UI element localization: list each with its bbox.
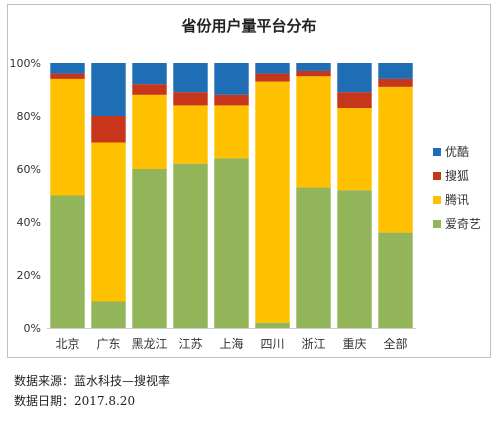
data-date-text: 数据日期：2017.8.20 (14, 394, 136, 408)
bar-segment (255, 81, 290, 323)
bar-segment (132, 94, 167, 169)
data-source-text: 数据来源：蓝水科技—搜视率 (14, 374, 171, 388)
x-tick-label: 浙江 (301, 337, 325, 351)
x-tick-label: 上海 (219, 336, 243, 351)
bar-segment (50, 63, 85, 74)
legend-swatch (433, 148, 441, 156)
bar-segment (296, 187, 331, 328)
bar-segment (378, 232, 413, 328)
bar-segment (214, 94, 249, 106)
x-tick-label: 江苏 (178, 337, 202, 351)
legend-label: 爱奇艺 (445, 217, 481, 231)
x-tick-label: 全部 (383, 336, 407, 351)
bar-segment (50, 78, 85, 196)
bar-segment (296, 70, 331, 77)
legend-swatch (433, 220, 441, 228)
y-tick-label: 20% (17, 269, 41, 282)
bar-segment (91, 116, 126, 143)
bar-segment (337, 108, 372, 191)
bar-segment (173, 163, 208, 328)
x-tick-label: 重庆 (342, 337, 366, 351)
chart-title: 省份用户量平台分布 (181, 17, 317, 35)
bar-segment (378, 63, 413, 79)
legend-swatch (433, 172, 441, 180)
x-tick-label: 黑龙江 (131, 337, 167, 351)
bar-segment (296, 63, 331, 71)
bar-segment (50, 73, 85, 79)
bar-segment (173, 92, 208, 106)
legend-swatch (433, 196, 441, 204)
bar-segment (255, 73, 290, 82)
bar-segment (214, 63, 249, 95)
y-tick-label: 40% (17, 216, 41, 229)
x-tick-label: 四川 (260, 337, 284, 351)
y-tick-label: 80% (17, 110, 41, 123)
legend-label: 搜狐 (445, 168, 469, 183)
bar-segment (255, 63, 290, 74)
bar-segment (91, 63, 126, 116)
bar-segment (378, 78, 413, 87)
legend-label: 腾讯 (445, 192, 469, 207)
bar-segment (337, 190, 372, 328)
x-tick-label: 广东 (96, 337, 120, 351)
bar-segment (132, 63, 167, 85)
bar-segment (378, 86, 413, 233)
y-tick-label: 60% (17, 163, 41, 176)
bar-segment (214, 158, 249, 328)
bar-segment (91, 301, 126, 328)
legend-label: 优酷 (445, 145, 469, 159)
x-tick-label: 北京 (55, 337, 79, 351)
bar-segment (173, 63, 208, 93)
y-tick-label: 0% (24, 322, 41, 335)
bar-segment (296, 76, 331, 188)
bar-segment (50, 195, 85, 328)
bar-segment (337, 92, 372, 109)
y-tick-label: 100% (10, 57, 41, 70)
bar-segment (255, 322, 290, 328)
bar-segment (91, 142, 126, 302)
bar-segment (173, 105, 208, 164)
bar-segment (337, 63, 372, 93)
bar-segment (132, 84, 167, 95)
bar-segment (132, 169, 167, 328)
bar-segment (214, 105, 249, 159)
